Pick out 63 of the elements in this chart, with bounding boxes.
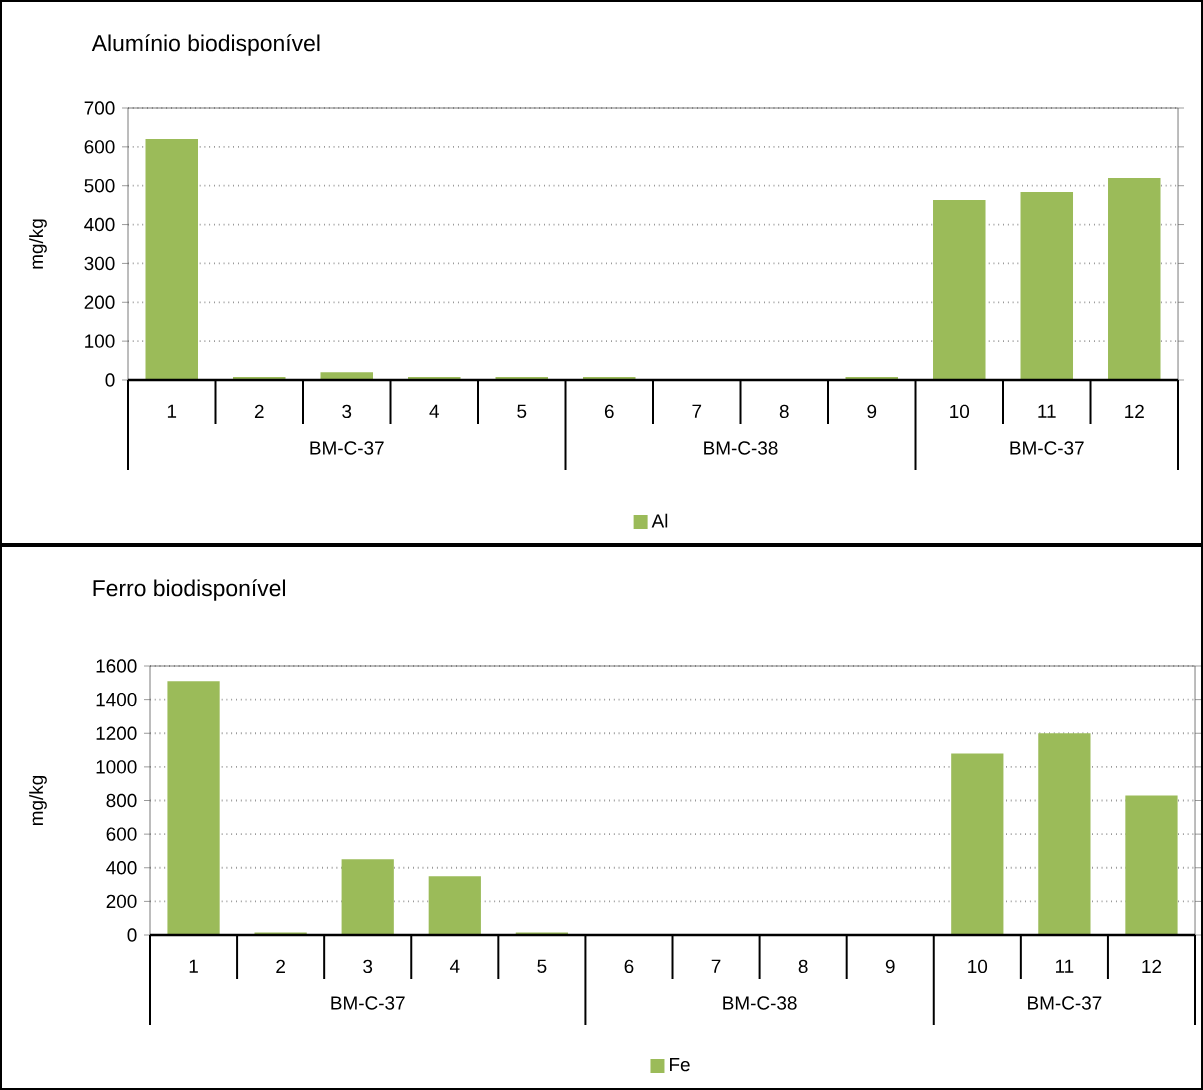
y-tick-label: 0 — [127, 928, 137, 942]
x-tick-label: 1 — [189, 959, 198, 973]
y-tick-label: 300 — [84, 256, 115, 271]
bar — [1125, 795, 1178, 935]
x-tick-label: 8 — [779, 404, 789, 419]
x-tick-label: 11 — [1038, 404, 1056, 418]
x-tick-label: 10 — [950, 404, 970, 419]
legend-label: Al — [651, 513, 668, 528]
bar — [428, 876, 481, 935]
x-tick-label: 9 — [867, 404, 877, 419]
x-tick-label: 12 — [1125, 404, 1144, 418]
text: BM-C-37 — [310, 441, 384, 455]
y-tick-label: 600 — [106, 827, 137, 841]
x-tick-label: 2 — [276, 959, 285, 973]
x-tick-label: 2 — [254, 404, 264, 418]
x-tick-label: 8 — [798, 959, 808, 974]
text: BM-C-38 — [704, 441, 778, 455]
y-tick-label: 100 — [85, 334, 115, 348]
bar — [1038, 733, 1091, 935]
x-tick-label: 6 — [624, 959, 634, 974]
y-tick-label: 700 — [84, 101, 115, 115]
x-tick-label: 5 — [517, 404, 527, 418]
y-tick-label: 400 — [84, 217, 115, 232]
x-tick-label: 9 — [885, 959, 895, 974]
bar — [1108, 177, 1161, 380]
y-axis-title: mg/kg — [29, 775, 47, 826]
y-tick-label: 800 — [106, 793, 137, 808]
x-tick-label: 7 — [711, 959, 721, 973]
chart-title: Ferro biodisponível — [93, 579, 285, 601]
y-tick-label: 1600 — [96, 659, 137, 673]
bar — [167, 681, 220, 935]
x-tick-label: 4 — [449, 959, 460, 973]
x-tick-label: 4 — [429, 404, 439, 418]
bar — [145, 139, 198, 380]
x-tick-label: 7 — [692, 404, 702, 418]
x-tick-label: 3 — [342, 404, 352, 419]
bar — [951, 753, 1004, 935]
y-tick-label: 500 — [84, 179, 115, 193]
text: BM-C-38 — [723, 996, 797, 1010]
legend-label: Fe — [670, 1058, 690, 1072]
chart-title: Alumínio biodisponível — [91, 34, 320, 56]
x-tick-label: 3 — [363, 959, 373, 974]
x-tick-label: 6 — [604, 404, 614, 419]
y-tick-label: 1000 — [96, 760, 137, 774]
x-tick-label: 11 — [1056, 959, 1074, 973]
y-axis-title: mg/kg — [29, 219, 47, 269]
bar — [1020, 191, 1074, 380]
text: BM-C-37 — [331, 996, 405, 1010]
y-tick-label: 400 — [106, 861, 137, 875]
bar — [341, 859, 394, 935]
y-tick-label: 200 — [84, 295, 115, 309]
text: BM-C-37 — [1028, 996, 1102, 1010]
x-tick-label: 12 — [1142, 959, 1162, 973]
y-tick-label: 0 — [105, 373, 115, 387]
text: BM-C-37 — [1010, 441, 1084, 455]
x-tick-label: 1 — [167, 404, 177, 418]
y-tick-label: 200 — [106, 894, 137, 909]
x-tick-label: 10 — [968, 959, 988, 974]
x-tick-label: 5 — [537, 959, 547, 973]
y-tick-label: 1200 — [96, 726, 137, 740]
bar — [933, 200, 986, 380]
y-tick-label: 1400 — [96, 692, 137, 707]
y-tick-label: 600 — [84, 140, 115, 154]
